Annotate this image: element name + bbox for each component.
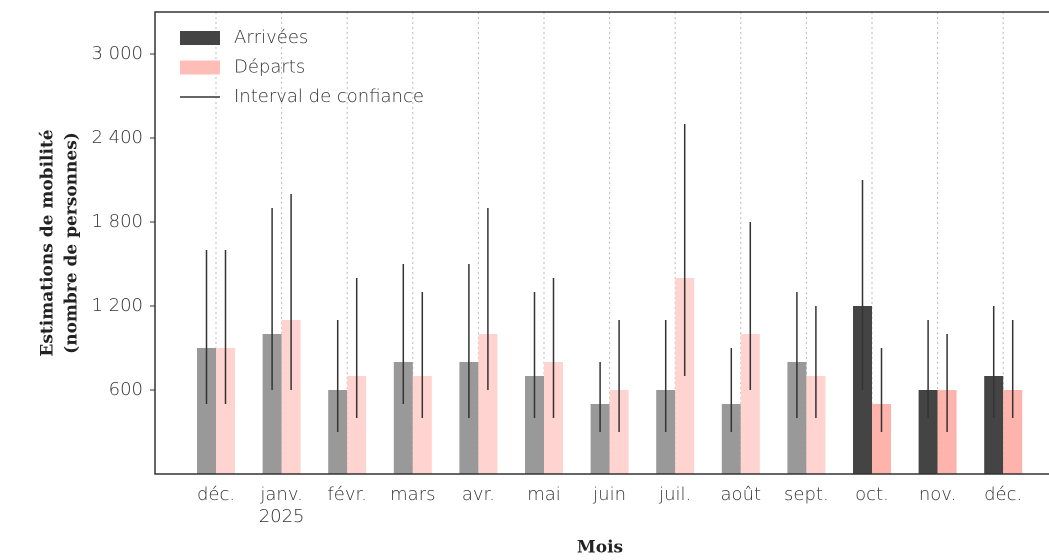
bar [347,376,367,474]
x-tick-label: déc. [984,484,1023,505]
y-tick-label: 3 000 [91,43,143,64]
bar [525,376,544,474]
bar [984,376,1004,474]
legend-label: Départs [234,57,305,78]
bar [872,404,891,474]
bar [1003,390,1023,474]
bar [412,376,432,474]
bar [281,320,301,474]
x-tick-label: nov. [918,484,957,505]
axes-frame [154,11,1049,475]
x-tick-label: janv. 2025 [258,484,305,527]
y-tick-label: 2 400 [91,127,143,148]
x-tick-label: mars [390,484,436,505]
x-tick-label: oct. [855,484,889,505]
y-tick-label: 600 [109,379,143,400]
legend-label: Interval de confiance [234,86,424,107]
y-tick-label: 1 200 [91,295,143,316]
x-tick-label: août [720,484,762,505]
x-tick-label: avr. [461,484,495,505]
bar [740,334,760,474]
bar [721,404,741,474]
x-tick-label: juil. [659,484,692,505]
legend-swatch [180,31,220,45]
x-tick-label: mai [527,484,561,505]
bar [197,348,216,474]
x-tick-label: févr. [327,484,367,505]
x-tick-label: déc. [196,484,236,505]
legend-label: Arrivées [234,27,308,48]
bar [393,362,413,474]
bar [918,390,938,474]
bar [478,334,498,474]
legend-swatch [180,60,220,75]
y-axis-label: (nombre de personnes) [62,132,82,354]
y-tick-label: 1 800 [91,211,143,232]
bar [590,404,610,474]
y-axis-label: Estimations de mobilité [38,129,58,356]
bar [216,348,235,474]
bar [262,334,282,474]
x-axis-label: Mois [577,538,623,558]
x-tick-label: sept. [784,484,829,505]
x-tick-label: juin [593,484,626,505]
bar [806,376,826,474]
